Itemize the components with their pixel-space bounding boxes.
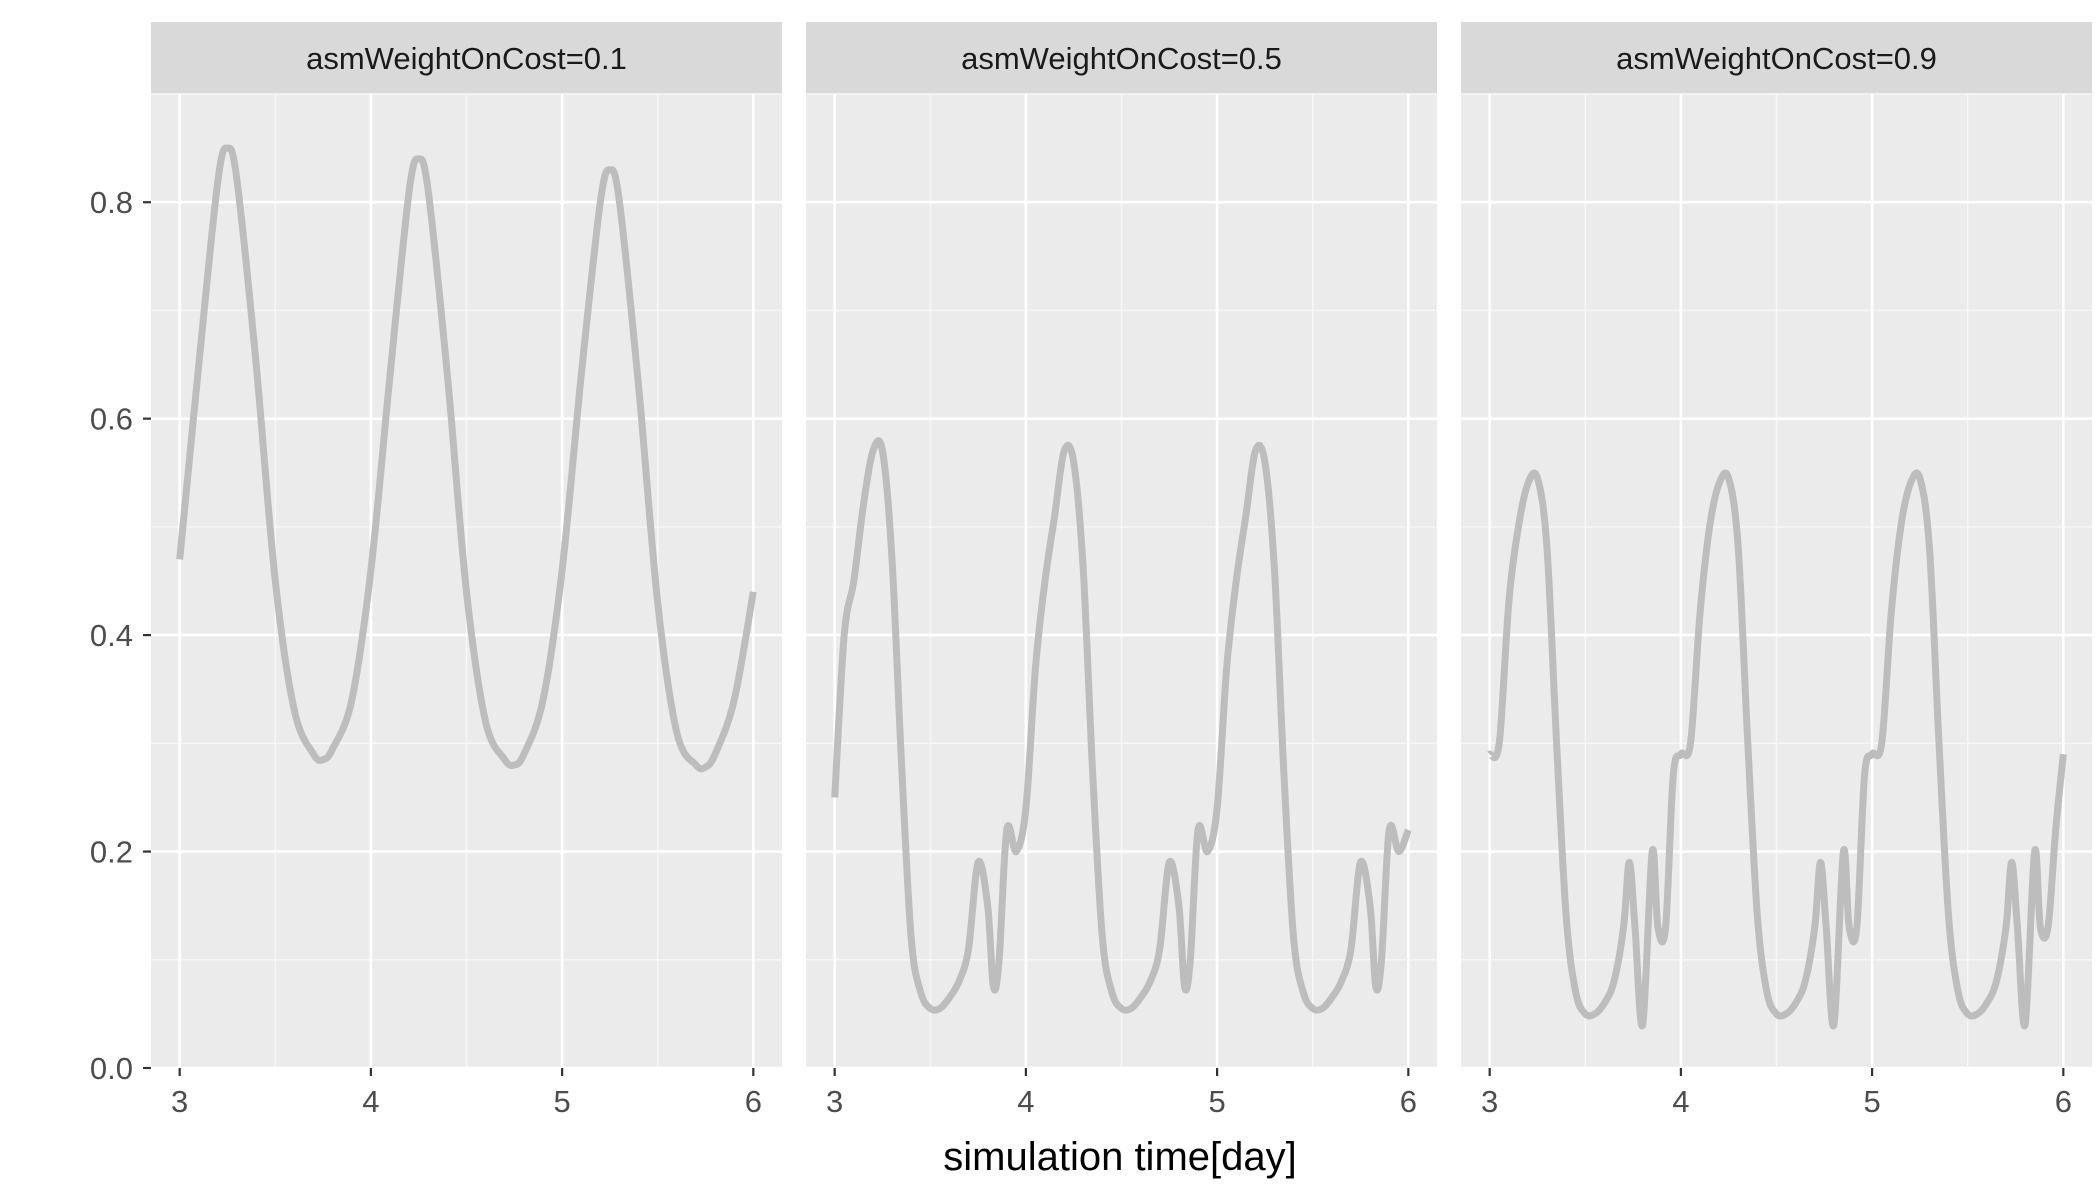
y-tick-label: 0.0: [90, 1051, 133, 1086]
facet-panel: asmWeightOnCost=0.9 3 4 5 6: [1461, 22, 2092, 1119]
series-line: [1486, 469, 2067, 1030]
x-tick-label: 5: [553, 1084, 570, 1119]
y-tick-label: 0.2: [90, 835, 133, 870]
y-tick-label: 0.6: [90, 402, 133, 437]
series-line: [831, 437, 1412, 1014]
facet-panels: asmWeightOnCost=0.13 4 5 6asmWeightOnCost=0…: [151, 22, 2092, 1119]
y-tick-label: 0.8: [90, 185, 133, 220]
x-tick-label: 5: [1863, 1084, 1880, 1119]
x-tick-label: 3: [1481, 1084, 1498, 1119]
x-tick-label: 5: [1208, 1084, 1225, 1119]
facet-panel: asmWeightOnCost=0.5 3 4 5 6: [806, 22, 1437, 1119]
x-tick-label: 4: [1672, 1084, 1689, 1119]
x-tick-label: 6: [1400, 1084, 1417, 1119]
x-tick-label: 6: [2055, 1084, 2072, 1119]
x-tick-label: 3: [171, 1084, 188, 1119]
x-tick-label: 4: [362, 1084, 379, 1119]
x-axis-title: simulation time[day]: [943, 1135, 1296, 1179]
y-axis: 0.0 0.2 0.4 0.6 0.8: [90, 185, 151, 1086]
facet-strip: [151, 22, 782, 94]
facet-strip-label: asmWeightOnCost=0.1: [306, 41, 627, 76]
facet-strip-label: asmWeightOnCost=0.5: [961, 41, 1282, 76]
y-tick-label: 0.4: [90, 618, 133, 653]
x-tick-label: 6: [745, 1084, 762, 1119]
facet-strip: [806, 22, 1437, 94]
facet-strip: [1461, 22, 2092, 94]
x-tick-label: 4: [1017, 1084, 1034, 1119]
facet-panel: asmWeightOnCost=0.1 3 4 5 6: [151, 22, 782, 1119]
facet-strip-label: asmWeightOnCost=0.9: [1616, 41, 1937, 76]
x-tick-label: 3: [826, 1084, 843, 1119]
series-line: [176, 144, 757, 773]
